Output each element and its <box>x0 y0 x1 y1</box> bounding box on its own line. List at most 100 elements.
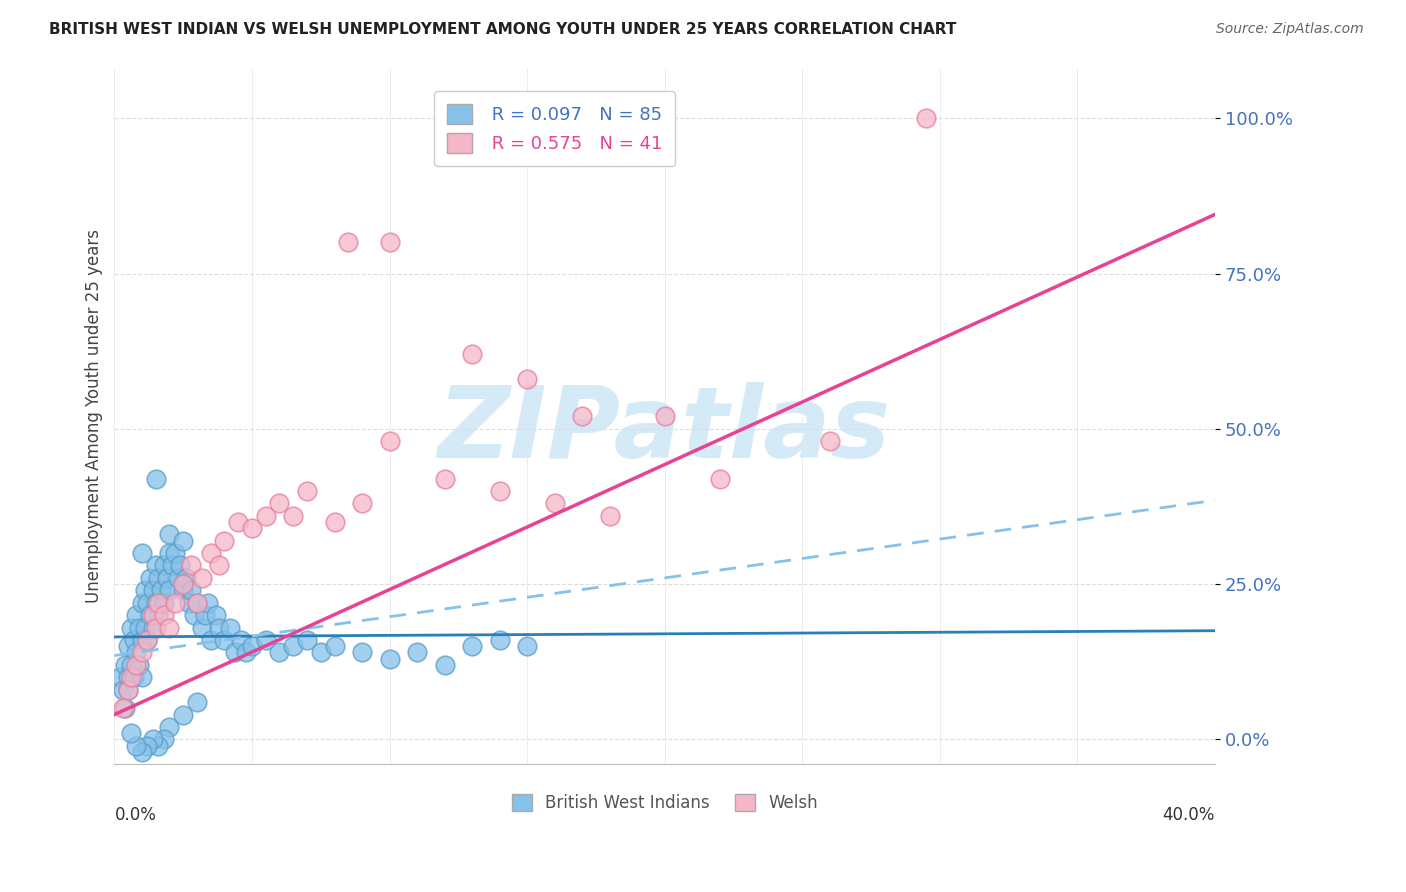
Point <box>148 608 170 623</box>
Point <box>350 496 373 510</box>
Point <box>131 633 153 648</box>
Point <box>226 515 249 529</box>
Text: 40.0%: 40.0% <box>1163 806 1215 824</box>
Point <box>136 596 159 610</box>
Point <box>131 645 153 659</box>
Point <box>915 112 938 126</box>
Point <box>172 583 194 598</box>
Legend: British West Indians, Welsh: British West Indians, Welsh <box>505 787 824 819</box>
Point <box>122 633 145 648</box>
Point <box>131 596 153 610</box>
Point <box>240 639 263 653</box>
Point <box>516 639 538 653</box>
Point <box>139 571 162 585</box>
Point <box>120 621 142 635</box>
Point <box>180 583 202 598</box>
Point <box>194 608 217 623</box>
Point <box>654 409 676 424</box>
Point <box>128 621 150 635</box>
Point <box>159 621 181 635</box>
Point <box>111 701 134 715</box>
Point <box>159 720 181 734</box>
Point <box>153 558 176 573</box>
Point <box>139 608 162 623</box>
Point <box>117 670 139 684</box>
Point <box>191 571 214 585</box>
Point <box>214 533 236 548</box>
Point <box>169 558 191 573</box>
Point <box>219 621 242 635</box>
Point <box>148 596 170 610</box>
Point <box>599 508 621 523</box>
Point <box>136 739 159 753</box>
Point <box>709 471 731 485</box>
Point <box>114 701 136 715</box>
Point <box>120 726 142 740</box>
Point <box>153 596 176 610</box>
Point <box>172 707 194 722</box>
Point <box>378 235 401 250</box>
Point <box>145 558 167 573</box>
Point <box>197 596 219 610</box>
Point <box>142 732 165 747</box>
Point <box>269 496 291 510</box>
Point <box>350 645 373 659</box>
Point <box>283 639 305 653</box>
Point <box>136 633 159 648</box>
Text: BRITISH WEST INDIAN VS WELSH UNEMPLOYMENT AMONG YOUTH UNDER 25 YEARS CORRELATION: BRITISH WEST INDIAN VS WELSH UNEMPLOYMEN… <box>49 22 956 37</box>
Point <box>145 471 167 485</box>
Point <box>818 434 841 449</box>
Point <box>488 633 510 648</box>
Point <box>159 527 181 541</box>
Y-axis label: Unemployment Among Youth under 25 years: Unemployment Among Youth under 25 years <box>86 229 103 603</box>
Point <box>406 645 429 659</box>
Point <box>128 657 150 672</box>
Point <box>269 645 291 659</box>
Point <box>156 571 179 585</box>
Point <box>488 483 510 498</box>
Point <box>153 608 176 623</box>
Point <box>125 645 148 659</box>
Point <box>461 347 484 361</box>
Point <box>148 571 170 585</box>
Point <box>134 583 156 598</box>
Point <box>191 621 214 635</box>
Point <box>229 633 252 648</box>
Point <box>295 633 318 648</box>
Point <box>571 409 593 424</box>
Point <box>125 657 148 672</box>
Point <box>108 670 131 684</box>
Point <box>159 546 181 560</box>
Point <box>205 608 228 623</box>
Point <box>166 571 188 585</box>
Point <box>208 558 231 573</box>
Point <box>208 621 231 635</box>
Text: ZIPatlas: ZIPatlas <box>439 382 891 479</box>
Point <box>145 596 167 610</box>
Point <box>125 608 148 623</box>
Point <box>240 521 263 535</box>
Point <box>163 596 186 610</box>
Text: Source: ZipAtlas.com: Source: ZipAtlas.com <box>1216 22 1364 37</box>
Point <box>111 682 134 697</box>
Point <box>461 639 484 653</box>
Point <box>159 583 181 598</box>
Point <box>153 732 176 747</box>
Point <box>142 621 165 635</box>
Point <box>120 657 142 672</box>
Point <box>172 533 194 548</box>
Point <box>516 372 538 386</box>
Point <box>309 645 332 659</box>
Point <box>142 608 165 623</box>
Point <box>160 558 183 573</box>
Point <box>145 621 167 635</box>
Point <box>180 558 202 573</box>
Point <box>433 657 456 672</box>
Point <box>120 670 142 684</box>
Point <box>177 596 200 610</box>
Point <box>174 571 197 585</box>
Point <box>254 508 277 523</box>
Point <box>117 682 139 697</box>
Point <box>200 546 222 560</box>
Point <box>117 639 139 653</box>
